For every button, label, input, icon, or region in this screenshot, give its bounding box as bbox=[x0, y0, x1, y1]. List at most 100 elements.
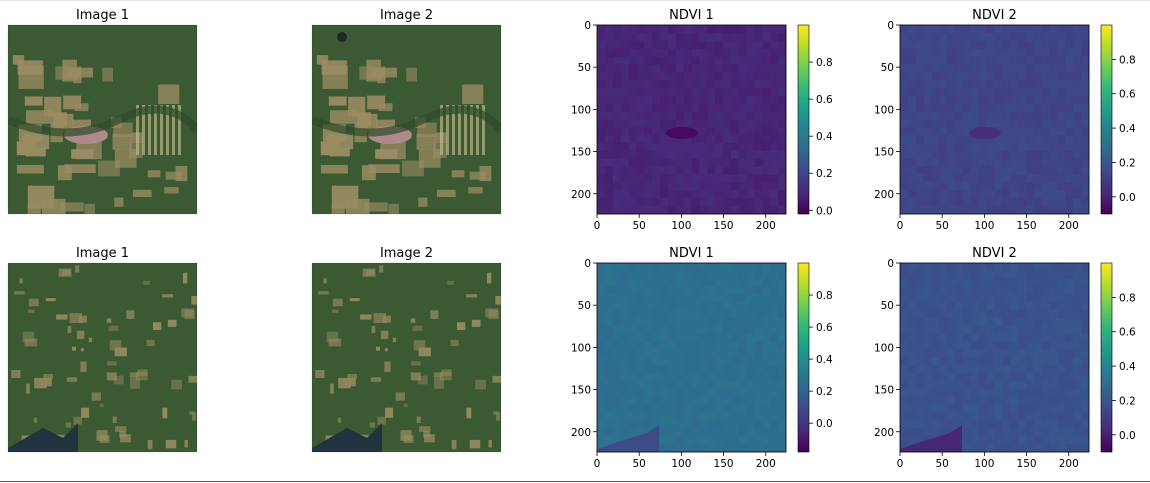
heatmap-cell bbox=[730, 318, 740, 327]
heatmap-cell bbox=[612, 389, 621, 398]
heatmap-cell bbox=[597, 56, 606, 65]
heatmap-cell bbox=[675, 64, 684, 73]
heatmap-cell bbox=[931, 326, 940, 335]
farm-plot bbox=[27, 204, 41, 214]
heatmap-cell bbox=[675, 32, 684, 42]
heatmap-cell bbox=[652, 326, 661, 335]
heatmap-cell bbox=[612, 404, 621, 413]
heatmap-cell bbox=[1081, 143, 1090, 152]
heatmap-cell bbox=[978, 190, 987, 199]
heatmap-cell bbox=[1018, 341, 1027, 350]
heatmap-cell bbox=[683, 302, 692, 311]
colorbar-tick-label: 0.8 bbox=[1119, 292, 1136, 304]
heatmap-cell bbox=[1041, 278, 1050, 287]
heatmap-cell bbox=[723, 428, 732, 437]
heatmap-cell bbox=[900, 206, 909, 215]
heatmap-cell bbox=[907, 174, 917, 183]
clearing-patch bbox=[496, 412, 500, 421]
heatmap-cell bbox=[715, 318, 724, 327]
heatmap-cell bbox=[715, 198, 724, 207]
clearing-patch bbox=[184, 310, 195, 320]
heatmap-cell bbox=[699, 25, 708, 34]
heatmap-cell bbox=[970, 64, 980, 73]
farm-plot bbox=[388, 203, 399, 214]
heatmap-cell bbox=[907, 349, 917, 358]
clearing-patch bbox=[493, 411, 499, 415]
heatmap-cell bbox=[738, 365, 747, 374]
heatmap-cell bbox=[746, 32, 755, 42]
clearing-patch bbox=[471, 319, 481, 327]
heatmap-cell bbox=[907, 119, 917, 128]
heatmap-cell bbox=[1057, 310, 1066, 319]
heatmap-cell bbox=[1049, 64, 1058, 73]
heatmap-cell bbox=[628, 278, 637, 287]
heatmap-cell bbox=[1010, 310, 1019, 319]
heatmap-cell bbox=[1018, 182, 1027, 191]
heatmap-cell bbox=[1057, 412, 1066, 421]
heatmap-cell bbox=[978, 444, 987, 453]
heatmap-cell bbox=[723, 396, 732, 406]
heatmap-cell bbox=[604, 206, 614, 215]
heatmap-cell bbox=[923, 286, 932, 295]
heatmap-cell bbox=[1057, 436, 1066, 445]
heatmap-cell bbox=[1033, 333, 1043, 343]
heatmap-cell bbox=[939, 349, 948, 358]
heatmap-cell bbox=[907, 32, 917, 42]
heatmap-cell bbox=[1041, 166, 1050, 175]
heatmap-cell bbox=[947, 40, 956, 49]
heatmap-cell bbox=[738, 143, 747, 152]
heatmap-cell bbox=[915, 357, 924, 366]
heatmap-cell bbox=[994, 166, 1003, 175]
heatmap-cell bbox=[1073, 294, 1082, 303]
heatmap-cell bbox=[1002, 174, 1011, 183]
heatmap-cell bbox=[900, 25, 909, 34]
heatmap-cell bbox=[986, 206, 995, 215]
heatmap-cell bbox=[778, 389, 787, 398]
heatmap-cell bbox=[923, 80, 932, 89]
heatmap-cell bbox=[1073, 88, 1082, 97]
clearing-patch bbox=[317, 291, 329, 295]
heatmap-cell bbox=[915, 373, 924, 382]
clearing-patch bbox=[43, 374, 53, 379]
stripe-plot bbox=[470, 105, 473, 155]
heatmap-cell bbox=[923, 103, 932, 112]
heatmap-cell bbox=[915, 40, 924, 49]
heatmap-cell bbox=[939, 333, 948, 343]
heatmap-cell bbox=[778, 318, 787, 327]
clearing-patch bbox=[485, 308, 499, 318]
heatmap-cell bbox=[620, 365, 629, 374]
heatmap-cell bbox=[597, 40, 606, 49]
heatmap-cell bbox=[955, 72, 964, 81]
heatmap-cell bbox=[604, 32, 614, 42]
heatmap-cell bbox=[746, 80, 755, 89]
heatmap-cell bbox=[754, 80, 763, 89]
heatmap-cell bbox=[612, 412, 621, 421]
heatmap-cell bbox=[778, 428, 787, 437]
heatmap-cell bbox=[947, 198, 956, 207]
heatmap-cell bbox=[900, 127, 909, 136]
heatmap-cell bbox=[1065, 341, 1074, 350]
heatmap-cell bbox=[730, 135, 740, 144]
heatmap-cell bbox=[915, 389, 924, 398]
clearing-patch bbox=[315, 369, 325, 378]
heatmap-cell bbox=[931, 95, 940, 105]
heatmap-cell bbox=[746, 56, 755, 65]
x-tick-label: 100 bbox=[671, 458, 691, 470]
heatmap-cell bbox=[778, 40, 787, 49]
heatmap-cell bbox=[778, 373, 787, 382]
heatmap-cell bbox=[963, 174, 972, 183]
heatmap-cell bbox=[762, 174, 771, 183]
heatmap-cell bbox=[730, 333, 740, 343]
heatmap-cell bbox=[628, 318, 637, 327]
heatmap-cell bbox=[683, 444, 692, 453]
heatmap-cell bbox=[1065, 80, 1074, 89]
heatmap-cell bbox=[746, 436, 755, 445]
heatmap-cell bbox=[762, 158, 771, 168]
heatmap-cell bbox=[667, 278, 677, 287]
heatmap-cell bbox=[1026, 341, 1035, 350]
heatmap-frame bbox=[899, 262, 1090, 453]
heatmap-cell bbox=[994, 310, 1003, 319]
heatmap-cell bbox=[715, 119, 724, 128]
heatmap-cell bbox=[723, 349, 732, 358]
heatmap-cell bbox=[900, 198, 909, 207]
